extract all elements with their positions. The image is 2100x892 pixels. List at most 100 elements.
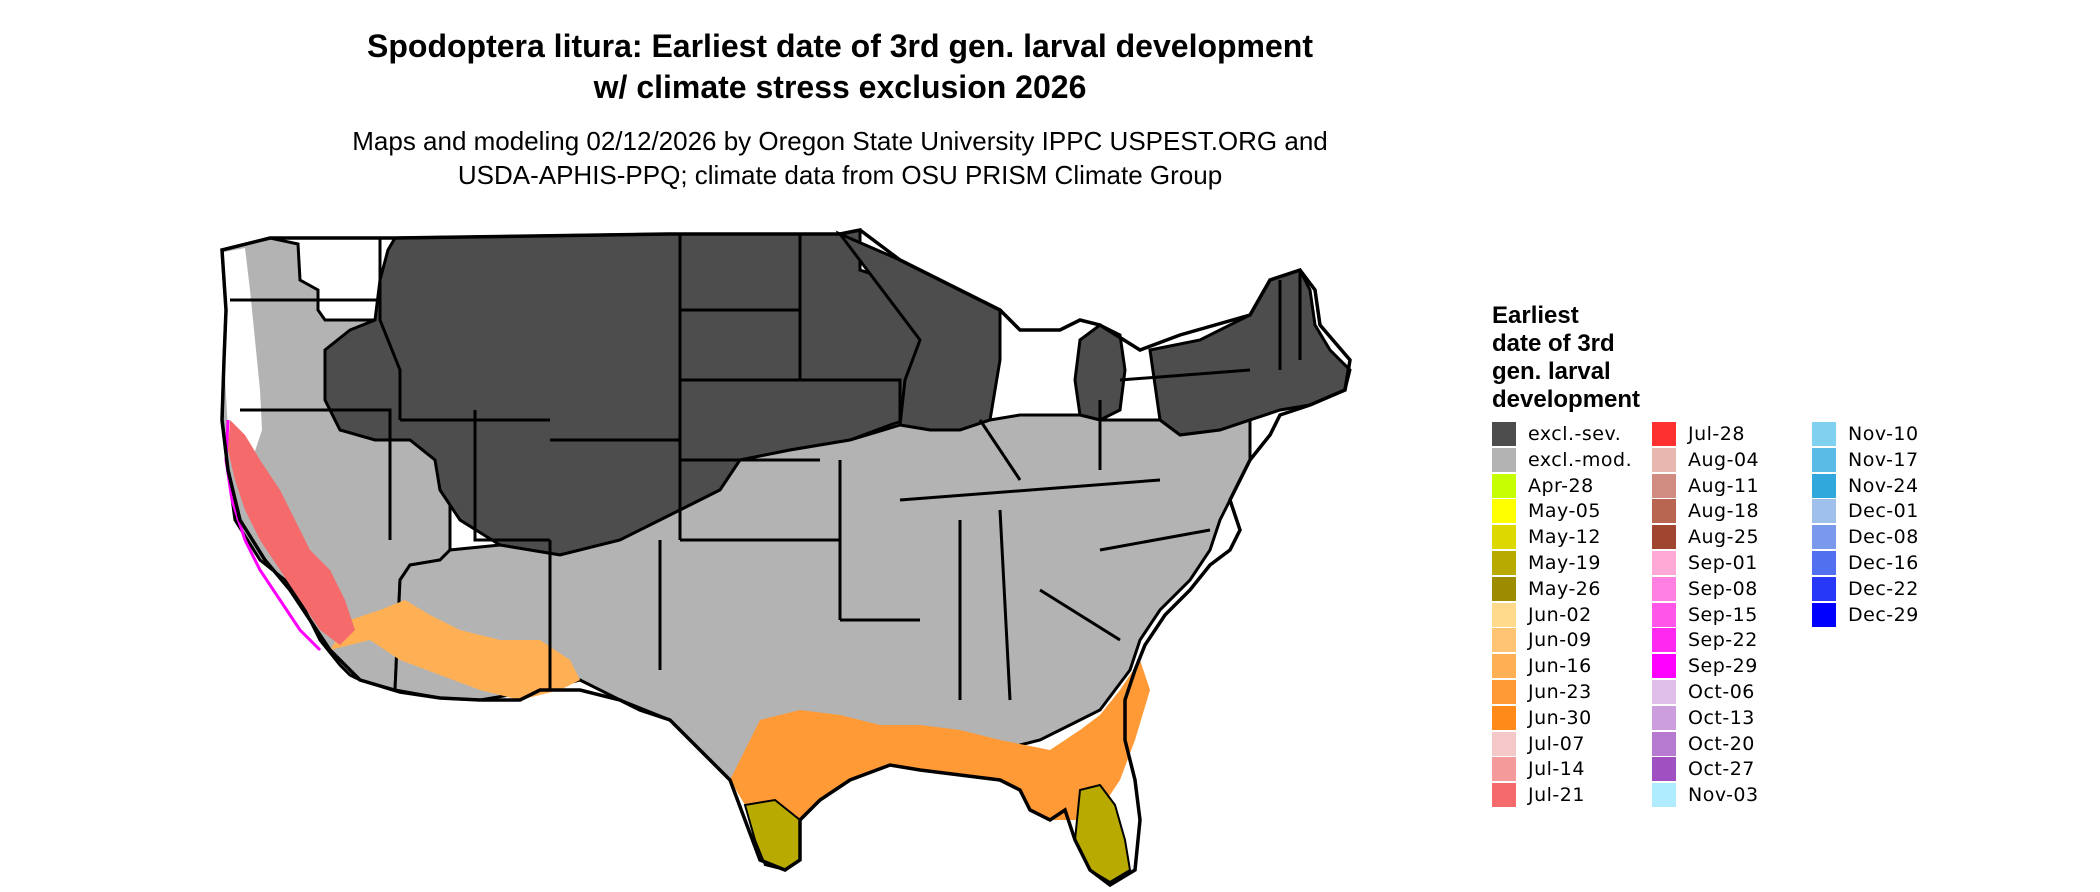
legend-label: Apr-28	[1528, 474, 1594, 497]
legend-item: Dec-08	[1812, 525, 1972, 550]
legend-title: Earliest date of 3rd gen. larval develop…	[1492, 302, 1640, 414]
legend-item: Nov-17	[1812, 447, 1972, 472]
legend-label: Aug-04	[1688, 448, 1760, 471]
legend-item: Jun-30	[1492, 705, 1652, 730]
border-nv-ca	[240, 408, 392, 540]
legend-title-line: Earliest	[1492, 302, 1579, 329]
legend-swatch	[1812, 473, 1836, 498]
legend-swatch	[1812, 576, 1836, 601]
legend-label: Oct-13	[1688, 706, 1755, 729]
legend-item: Dec-16	[1812, 551, 1972, 575]
legend-label: Jul-21	[1528, 784, 1585, 807]
legend-item: excl.-sev.	[1492, 422, 1652, 446]
legend-swatch	[1492, 473, 1516, 498]
legend-label: Sep-29	[1688, 655, 1758, 678]
legend-item: Jul-07	[1492, 731, 1652, 756]
legend-swatch	[1812, 447, 1836, 472]
legend-label: excl.-sev.	[1528, 423, 1622, 445]
legend-item: Sep-08	[1652, 576, 1812, 601]
legend-label: Aug-18	[1688, 500, 1760, 523]
legend-item: Nov-10	[1812, 422, 1972, 446]
legend-item: Sep-22	[1652, 628, 1812, 653]
legend-swatch	[1652, 602, 1676, 627]
legend-swatch	[1652, 422, 1676, 446]
legend-swatch	[1492, 447, 1516, 472]
legend-item: Dec-01	[1812, 499, 1972, 524]
legend-swatch	[1492, 680, 1516, 704]
legend-swatch	[1492, 783, 1516, 808]
legend: excl.-sev. excl.-mod. Apr-28 May-05 May-12 Ma…	[1492, 422, 1972, 822]
map-subtitle-line-2: USDA-APHIS-PPQ; climate data from OSU PR…	[457, 160, 1223, 190]
legend-swatch	[1652, 576, 1676, 601]
legend-title-line: date of 3rd	[1492, 330, 1615, 357]
legend-item: Aug-11	[1652, 473, 1812, 498]
pacific-coast-strip	[224, 248, 262, 480]
legend-label: Sep-15	[1688, 603, 1758, 626]
legend-swatch	[1492, 705, 1516, 730]
legend-label: excl.-mod.	[1528, 448, 1633, 471]
legend-label: Dec-01	[1848, 500, 1919, 523]
legend-label: Jul-14	[1528, 758, 1585, 781]
legend-label: Jun-02	[1528, 603, 1592, 626]
florida-olive	[1073, 783, 1132, 884]
border-al-ga	[998, 509, 1012, 701]
map-title-line-2: w/ climate stress exclusion 2026	[593, 69, 1087, 105]
legend-swatch	[1652, 447, 1676, 472]
legend-label: Oct-27	[1688, 758, 1755, 781]
southwest-orange	[330, 600, 580, 700]
legend-item: Nov-03	[1652, 783, 1812, 808]
border-pa-ny	[1119, 368, 1251, 382]
legend-item: Oct-27	[1652, 757, 1812, 782]
conus-map	[220, 228, 1352, 888]
border-id-mt	[378, 238, 402, 420]
legend-swatch	[1492, 757, 1516, 782]
legend-swatch	[1812, 422, 1836, 446]
legend-swatch	[1652, 499, 1676, 524]
legend-label: Dec-22	[1848, 577, 1919, 600]
legend-swatch	[1652, 680, 1676, 704]
legend-item: May-26	[1492, 576, 1652, 601]
legend-label: Oct-20	[1688, 732, 1755, 755]
legend-label: Aug-25	[1688, 526, 1760, 549]
legend-label: Jun-23	[1528, 681, 1592, 703]
legend-label: May-26	[1528, 577, 1601, 600]
legend-swatch	[1652, 783, 1676, 808]
legend-swatch	[1812, 551, 1836, 575]
legend-item: Sep-15	[1652, 602, 1812, 627]
map-subtitle-line-1: Maps and modeling 02/12/2026 by Oregon S…	[352, 126, 1328, 156]
legend-label: Jun-09	[1528, 629, 1592, 652]
legend-label: May-12	[1528, 526, 1601, 549]
legend-swatch	[1652, 525, 1676, 550]
legend-item: Jul-14	[1492, 757, 1652, 782]
border-sc-ga	[1039, 588, 1121, 642]
legend-item: Sep-29	[1652, 654, 1812, 679]
legend-label: Jun-30	[1528, 706, 1592, 729]
legend-item: Dec-22	[1812, 576, 1972, 601]
legend-swatch	[1492, 525, 1516, 550]
border-ky-oh	[978, 419, 1022, 481]
legend-label: May-05	[1528, 500, 1601, 523]
legend-swatch	[1652, 628, 1676, 653]
legend-label: Jun-16	[1528, 655, 1592, 678]
legend-label: Dec-29	[1848, 603, 1919, 626]
legend-item: Aug-04	[1652, 447, 1812, 472]
legend-item: Jun-09	[1492, 628, 1652, 653]
legend-item: Aug-25	[1652, 525, 1812, 550]
legend-item: Oct-06	[1652, 680, 1812, 704]
legend-label: Dec-16	[1848, 552, 1919, 574]
california-red	[228, 420, 355, 645]
legend-swatch	[1492, 499, 1516, 524]
legend-item: Jun-16	[1492, 654, 1652, 679]
legend-label: Nov-03	[1688, 784, 1759, 807]
legend-swatch	[1652, 654, 1676, 679]
legend-label: Sep-22	[1688, 629, 1758, 652]
legend-item: May-05	[1492, 499, 1652, 524]
legend-swatch	[1652, 473, 1676, 498]
legend-swatch	[1812, 499, 1836, 524]
map-title-line-1: Spodoptera litura: Earliest date of 3rd …	[367, 28, 1313, 64]
border-va-nc	[1099, 528, 1211, 552]
state-borders	[230, 234, 1302, 701]
legend-swatch	[1492, 422, 1516, 446]
legend-item: Jun-23	[1492, 680, 1652, 704]
legend-swatch	[1652, 731, 1676, 756]
